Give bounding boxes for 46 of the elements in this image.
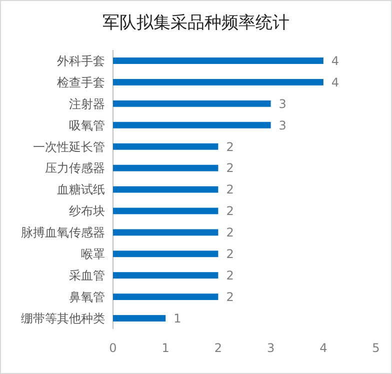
- data-label: 2: [226, 247, 234, 262]
- bar: [113, 58, 324, 64]
- chart-title: 军队拟集采品种频率统计: [102, 13, 290, 33]
- bar: [113, 229, 218, 236]
- bar: [113, 294, 218, 300]
- data-label: 2: [226, 182, 234, 197]
- data-label: 2: [226, 161, 234, 176]
- data-label: 2: [226, 268, 234, 283]
- bar: [113, 250, 218, 258]
- bar: [113, 100, 271, 107]
- y-tick-label: 检查手套: [57, 75, 105, 90]
- bar: [113, 122, 271, 128]
- y-tick-label: 纱布块: [69, 204, 105, 218]
- bar: [113, 143, 218, 150]
- y-tick-label: 脉搏血氧传感器: [21, 226, 105, 240]
- y-tick-label: 鼻氧管: [69, 290, 105, 304]
- y-tick-label: 血糖试纸: [57, 182, 105, 197]
- bar: [113, 315, 166, 322]
- x-tick-label: 0: [109, 341, 117, 355]
- bar: [113, 208, 218, 214]
- y-tick-label: 喉罩: [81, 247, 105, 262]
- x-tick-label: 3: [266, 341, 275, 355]
- data-label: 3: [278, 118, 286, 132]
- data-label: 3: [278, 96, 286, 111]
- data-label: 4: [331, 75, 340, 90]
- bar: [113, 186, 218, 193]
- data-label: 4: [331, 54, 340, 68]
- y-tick-label: 外科手套: [57, 54, 105, 68]
- bar: [113, 78, 324, 86]
- x-tick-label: 4: [320, 341, 328, 355]
- data-label: 2: [226, 140, 234, 154]
- y-tick-label: 绷带等其他种类: [21, 311, 105, 326]
- y-tick-label: 吸氧管: [69, 118, 105, 132]
- x-tick-label: 1: [162, 341, 170, 355]
- x-tick-label: 5: [372, 341, 380, 355]
- y-tick-label: 采血管: [69, 268, 105, 283]
- data-label: 2: [226, 226, 234, 240]
- bar: [113, 164, 218, 172]
- data-label: 2: [226, 204, 234, 218]
- y-tick-label: 一次性延长管: [33, 140, 105, 154]
- x-tick-label: 2: [214, 341, 222, 355]
- bar: [113, 272, 218, 279]
- y-tick-label: 注射器: [69, 96, 105, 111]
- data-label: 1: [174, 311, 182, 326]
- data-label: 2: [226, 290, 234, 304]
- y-tick-label: 压力传感器: [45, 161, 105, 176]
